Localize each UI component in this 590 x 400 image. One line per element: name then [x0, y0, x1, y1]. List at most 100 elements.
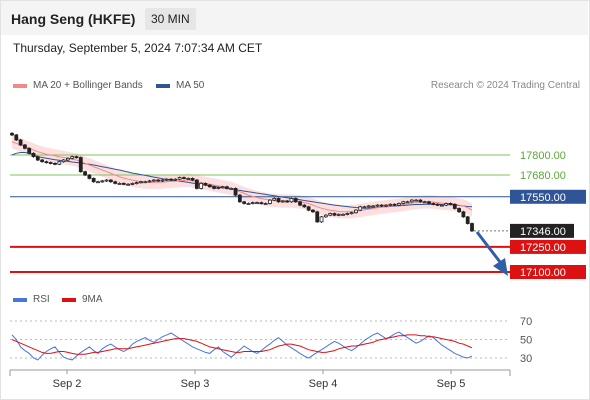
candle-body [345, 213, 350, 215]
candle-body [14, 134, 19, 141]
candle-body [117, 183, 122, 185]
candle-body [336, 213, 341, 216]
candle-body [448, 203, 453, 205]
candle-body [182, 177, 186, 179]
level-label: 17346.00 [520, 226, 566, 238]
ma50-swatch [156, 83, 170, 88]
rsi-9ma-line [11, 334, 473, 355]
candle-body [246, 203, 251, 205]
candle-body [354, 209, 358, 214]
candle-body [263, 203, 268, 205]
candle-body [173, 178, 178, 181]
projection-arrow-shaft [475, 231, 502, 263]
x-tick-label: Sep 4 [309, 378, 338, 390]
candle-body [104, 179, 109, 182]
candle-body [147, 180, 152, 183]
candle-body [233, 188, 238, 196]
candle-body [203, 183, 208, 186]
candle-body [470, 223, 474, 232]
candle-body [280, 200, 285, 203]
candle-body [242, 201, 247, 204]
timeframe-badge[interactable]: 30 MIN [145, 8, 196, 30]
candle-body [427, 201, 431, 204]
candle-body [108, 179, 113, 183]
candle-body [409, 199, 414, 203]
level-label: 17550.00 [520, 192, 566, 204]
candle-body [414, 199, 419, 202]
ma20-label: MA 20 + Bollinger Bands [33, 80, 143, 91]
candle-body [250, 202, 255, 205]
candle-body [87, 174, 92, 179]
level-label: 17800.00 [520, 150, 566, 162]
candle-body [255, 202, 259, 205]
candle-body [358, 206, 363, 211]
candle-body [160, 179, 165, 182]
candle-body [457, 208, 462, 213]
rsi-line [11, 331, 473, 361]
candle-body [306, 206, 311, 211]
candle-body [268, 199, 272, 204]
level-label: 17680.00 [520, 170, 566, 182]
level-label: 17250.00 [520, 242, 566, 254]
candle-body [74, 156, 79, 159]
legend-9ma: 9MA [62, 294, 103, 305]
rsi-tick-label: 30 [520, 353, 532, 365]
candle-body [392, 203, 397, 206]
candle-body [276, 198, 281, 203]
level-label-bg [510, 223, 574, 238]
candle-body [186, 177, 191, 180]
rsi-tick-label: 70 [520, 316, 532, 328]
candle-body [177, 177, 182, 180]
candle-body [405, 201, 410, 204]
candle-body [418, 199, 423, 203]
candle-body [220, 186, 225, 189]
x-tick-label: Sep 5 [437, 378, 466, 390]
candle-body [302, 204, 307, 208]
candle-body [194, 179, 199, 189]
candle-body [461, 211, 466, 218]
candle-body [285, 200, 290, 203]
candle-body [57, 161, 62, 165]
candle-body [298, 201, 302, 206]
candle-body [332, 213, 337, 216]
candle-body [341, 213, 345, 216]
candle-body [70, 156, 75, 159]
candle-body [22, 144, 27, 149]
level-label-bg [510, 265, 586, 279]
candle-body [61, 159, 66, 163]
candle-body [151, 179, 156, 182]
candle-body [323, 214, 328, 218]
candle-body [113, 181, 118, 184]
candle-body [388, 203, 393, 206]
candle-body [293, 198, 298, 203]
candle-body [31, 152, 36, 158]
legend-ma20: MA 20 + Bollinger Bands [13, 80, 143, 91]
candle-body [315, 211, 320, 223]
legend-ma50: MA 50 [156, 80, 204, 91]
candle-body [40, 159, 44, 163]
candle-body [156, 179, 161, 182]
candle-body [65, 157, 70, 161]
candle-body [225, 186, 229, 189]
ma20-swatch [13, 83, 27, 88]
candle-body [452, 203, 457, 209]
rsi-swatch [13, 297, 27, 302]
chart-header: Hang Seng (HKFE) 30 MIN [1, 1, 588, 35]
candle-body [422, 201, 427, 204]
candle-body [100, 180, 105, 183]
candle-body [259, 202, 264, 205]
candle-body [229, 188, 234, 190]
ma9-label: 9MA [82, 294, 103, 305]
legend-rsi: RSI [13, 294, 50, 305]
ma9-swatch [62, 297, 76, 302]
candle-body [289, 198, 294, 203]
credit-text: Research © 2024 Trading Central [430, 80, 580, 91]
candle-body [139, 181, 143, 184]
candle-body [216, 187, 221, 189]
candle-body [48, 162, 53, 164]
ma50-label: MA 50 [176, 80, 205, 91]
candle-body [362, 206, 367, 209]
candle-body [401, 201, 406, 204]
candle-body [371, 205, 376, 208]
candle-body [164, 178, 169, 181]
